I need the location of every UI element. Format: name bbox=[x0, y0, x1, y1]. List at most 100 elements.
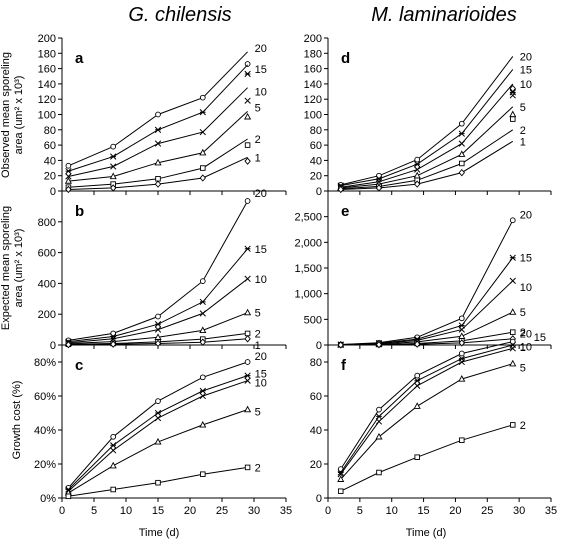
ytick-label: 0% bbox=[40, 493, 56, 505]
point-f-20-4 bbox=[509, 338, 516, 345]
point-d-1-0 bbox=[337, 185, 344, 194]
ytick-label: 60 bbox=[310, 140, 322, 152]
point-e-10-3 bbox=[458, 326, 465, 333]
point-a-10-1 bbox=[110, 163, 117, 170]
point-c-5-3 bbox=[199, 420, 207, 428]
xtick-label: 0 bbox=[59, 505, 65, 517]
point-c-15-3 bbox=[199, 387, 206, 395]
point-a-2-3 bbox=[200, 165, 206, 171]
xtick-label: 30 bbox=[513, 505, 525, 517]
point-f-2-4 bbox=[510, 422, 516, 428]
series-line-c-15 bbox=[68, 375, 248, 490]
point-f-2-2 bbox=[414, 454, 420, 460]
series-label-c-2: 2 bbox=[255, 462, 261, 474]
series-label-d-15: 15 bbox=[520, 64, 532, 76]
series-label-b-20: 20 bbox=[255, 188, 267, 200]
point-f-10-3 bbox=[458, 358, 465, 366]
point-c-20-2 bbox=[155, 398, 161, 404]
ytick-label: 180 bbox=[304, 48, 322, 60]
point-f-5-2 bbox=[413, 402, 421, 409]
point-b-20-3 bbox=[199, 278, 206, 284]
series-label-f-2: 2 bbox=[520, 420, 526, 432]
ytick-label: 200 bbox=[304, 33, 322, 45]
panel-a: 0 20 40 60 80 100 120 140 160 180 200 a 20 15 10 5 2 1 bbox=[38, 33, 287, 198]
point-d-1-1 bbox=[375, 184, 383, 192]
series-label-a-5: 5 bbox=[255, 102, 261, 114]
series-label-f-20: 20 bbox=[520, 329, 532, 341]
point-a-5-1 bbox=[109, 172, 117, 180]
ytick-label: 140 bbox=[304, 79, 322, 91]
ytick-label: 0 bbox=[316, 493, 322, 505]
ytick-label: 60 bbox=[310, 391, 322, 403]
point-b-1-3 bbox=[199, 338, 206, 346]
series-label-b-10: 10 bbox=[255, 274, 267, 286]
ytick-label: 160 bbox=[38, 64, 56, 76]
point-d-15-3 bbox=[458, 130, 465, 137]
panel-letter-b: b bbox=[75, 203, 84, 220]
series-label-a-1: 1 bbox=[255, 152, 261, 164]
series-label-a-2: 2 bbox=[255, 134, 261, 146]
series-label-e-5: 5 bbox=[520, 307, 526, 319]
point-f-15-1 bbox=[375, 413, 383, 420]
point-f-5-0 bbox=[337, 475, 345, 482]
point-a-10-4 bbox=[244, 97, 251, 104]
point-e-20-3 bbox=[458, 315, 465, 322]
point-d-2-4 bbox=[510, 116, 516, 122]
point-c-2-4 bbox=[244, 464, 251, 471]
series-line-f-10 bbox=[340, 347, 513, 475]
ytick-label: 80 bbox=[310, 357, 322, 369]
point-a-5-2 bbox=[154, 158, 162, 166]
ytick-label: 160 bbox=[304, 64, 322, 76]
series-label-d-10: 10 bbox=[520, 79, 532, 91]
xtick-label: 30 bbox=[248, 505, 260, 517]
series-line-a-20 bbox=[68, 51, 248, 167]
ytick-label: 100 bbox=[38, 110, 56, 122]
point-b-15-3 bbox=[199, 298, 206, 306]
series-line-b-15 bbox=[68, 248, 248, 343]
series-label-e-20: 20 bbox=[520, 209, 532, 221]
point-a-1-2 bbox=[154, 180, 162, 188]
series-label-b-2: 2 bbox=[255, 328, 261, 340]
ytick-label: 0 bbox=[50, 340, 56, 352]
point-f-2-3 bbox=[459, 437, 465, 443]
series-line-e-20 bbox=[340, 220, 514, 345]
point-a-10-0 bbox=[65, 173, 72, 180]
point-d-10-3 bbox=[458, 140, 465, 147]
ylabel-row-1-line-1: Observed mean sporeling bbox=[0, 52, 12, 178]
point-c-20-4 bbox=[244, 359, 251, 365]
panel-letter-e: e bbox=[341, 203, 349, 220]
point-f-5-1 bbox=[375, 432, 383, 440]
point-d-1-4 bbox=[509, 84, 516, 93]
series-label-d-1: 1 bbox=[520, 136, 526, 148]
xtick-label: 35 bbox=[545, 505, 557, 517]
point-e-1-1 bbox=[375, 341, 383, 349]
series-line-c-20 bbox=[68, 361, 248, 489]
ytick-label: 80 bbox=[310, 125, 322, 137]
point-f-10-1 bbox=[375, 418, 383, 425]
series-label-c-10: 10 bbox=[255, 378, 267, 390]
ytick-label: 100 bbox=[304, 110, 322, 122]
point-a-15-4 bbox=[244, 70, 251, 78]
point-b-20-2 bbox=[155, 313, 161, 320]
series-line-c-10 bbox=[68, 380, 248, 492]
point-b-1-4 bbox=[244, 335, 251, 343]
point-c-10-4 bbox=[244, 377, 251, 384]
point-a-1-1 bbox=[110, 184, 117, 192]
point-a-2-2 bbox=[155, 176, 161, 182]
ytick-label: 20% bbox=[34, 459, 56, 471]
point-d-5-3 bbox=[458, 150, 466, 157]
series-label-f-5: 5 bbox=[520, 363, 526, 375]
ytick-label: 600 bbox=[38, 248, 56, 260]
point-b-10-3 bbox=[199, 310, 206, 317]
series-line-a-15 bbox=[68, 64, 248, 172]
series-label-d-2: 2 bbox=[520, 125, 526, 137]
ylabel-row-2-line-2: area (um² x 10³) bbox=[13, 229, 25, 308]
panel-letter-c: c bbox=[75, 357, 83, 374]
point-d-1-2 bbox=[414, 180, 421, 188]
ylabel-row-2-line-1: Expected mean sporeling bbox=[0, 206, 12, 330]
xtick-label: 5 bbox=[91, 505, 97, 517]
series-line-e-10 bbox=[340, 280, 514, 346]
ytick-label: 0 bbox=[50, 186, 56, 198]
